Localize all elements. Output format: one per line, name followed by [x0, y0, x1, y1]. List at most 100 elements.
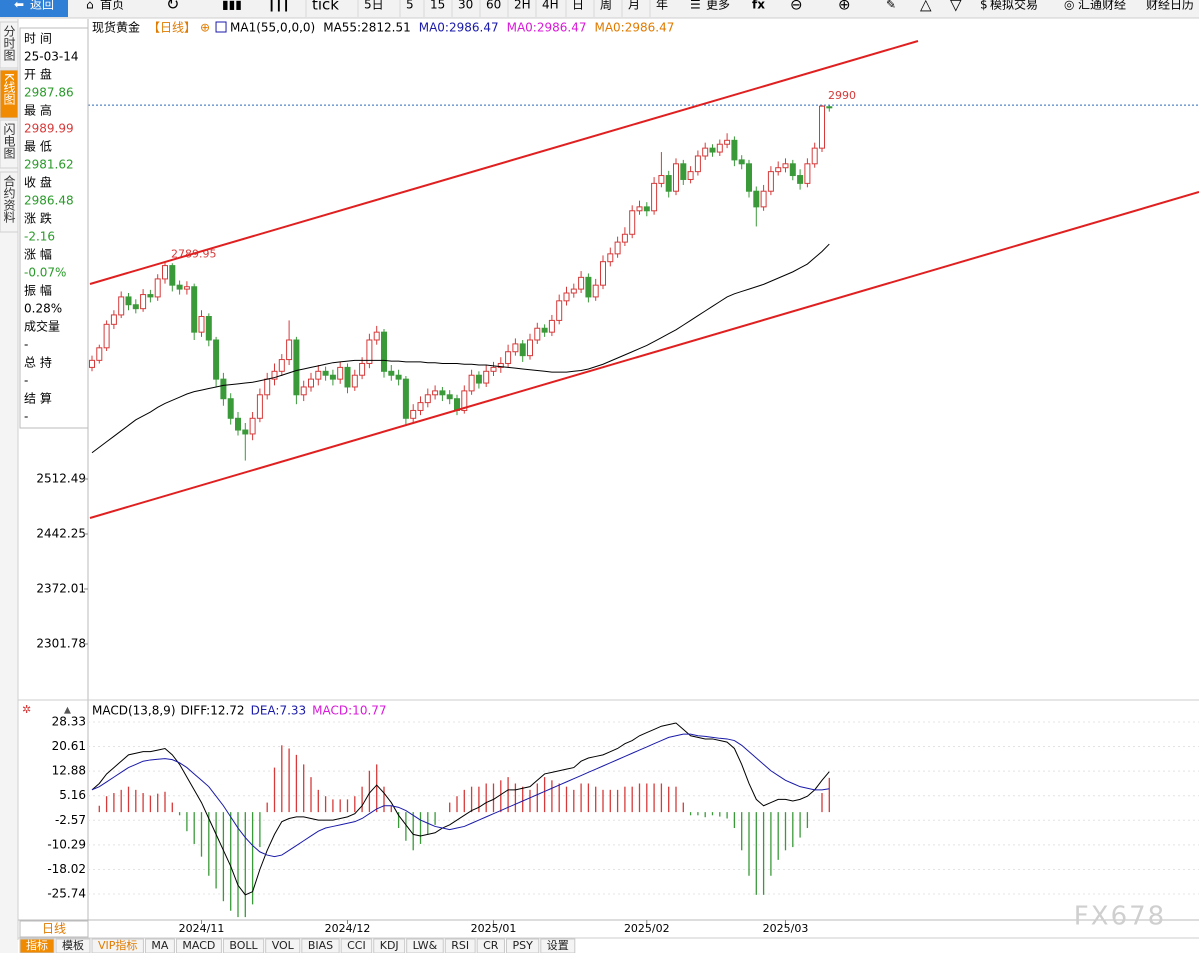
candle-body — [607, 253, 614, 263]
period-tab[interactable]: tick — [312, 0, 339, 14]
indicator-tab-label[interactable]: RSI — [451, 939, 469, 952]
indicator-tab[interactable] — [444, 938, 476, 953]
candle-body — [293, 339, 300, 396]
trade-label[interactable]: 模拟交易 — [990, 0, 1038, 12]
collapse-icon[interactable]: ▲ — [64, 706, 71, 716]
zoom-out[interactable]: ⊖ — [790, 0, 803, 14]
info-value: 25-03-14 — [24, 50, 78, 64]
indicator-tab[interactable] — [19, 938, 55, 953]
zoom-in[interactable]: ⊕ — [838, 0, 851, 14]
indicator-tab-label[interactable]: BIAS — [308, 939, 333, 952]
indicator-tab-label[interactable]: MA — [151, 939, 168, 952]
indicator-tab[interactable] — [175, 938, 222, 953]
indicator-tab[interactable] — [406, 938, 444, 953]
indicator-tab[interactable] — [505, 938, 540, 953]
y-tick-label: 2512.49 — [36, 471, 86, 485]
period-tab[interactable]: 5 — [406, 0, 414, 12]
side-tab[interactable] — [0, 119, 19, 169]
settings-icon[interactable]: ⊕ — [200, 21, 210, 35]
home-label[interactable]: 首页 — [100, 0, 124, 12]
indicator-tab-label[interactable]: CCI — [347, 939, 366, 952]
period-tab[interactable]: 2H — [514, 0, 531, 12]
indicator-tab[interactable] — [301, 938, 340, 953]
period-tab[interactable]: 30 — [458, 0, 473, 12]
down-icon[interactable]: ▽ — [950, 0, 962, 14]
indicator-tab-label[interactable]: VOL — [272, 939, 295, 952]
candle-body — [636, 206, 643, 212]
indicator-tab[interactable] — [340, 938, 373, 953]
candle-body — [183, 286, 190, 290]
candle-body — [497, 362, 504, 368]
side-tab-label[interactable]: 分时图 — [2, 25, 16, 61]
indicator-tab-label[interactable]: VIP指标 — [98, 938, 137, 952]
period-tab[interactable]: 周 — [600, 0, 612, 12]
candle-body — [563, 292, 570, 302]
trend-line — [89, 191, 1199, 519]
indicator-tab[interactable] — [265, 938, 301, 953]
info-value: - — [24, 338, 28, 352]
side-tab-label[interactable]: K线图 — [2, 73, 16, 105]
info-value: 0.28% — [24, 302, 62, 316]
side-tab[interactable] — [0, 69, 19, 119]
candle-body — [337, 366, 344, 380]
bars-icon[interactable]: ▮▮▮ — [222, 0, 242, 12]
indicator-tab[interactable] — [55, 938, 91, 953]
y-tick-label: -25.74 — [47, 887, 86, 901]
indicator-tab-label[interactable]: LW& — [413, 939, 438, 952]
candle-body — [351, 374, 358, 388]
indicator-tab-label[interactable]: MACD — [182, 939, 215, 952]
period-tab[interactable]: 月 — [628, 0, 640, 12]
refresh-icon[interactable]: ↻ — [166, 0, 179, 14]
y-tick-label: -18.02 — [47, 862, 86, 876]
indicator-tab[interactable] — [144, 938, 175, 953]
indicator-title: MACD(13,8,9) — [92, 704, 176, 718]
candle-body — [643, 206, 650, 212]
period-tab[interactable]: 15 — [430, 0, 445, 12]
indicator-tab-label[interactable]: 指标 — [26, 938, 48, 952]
calendar-label[interactable]: 财经日历 — [1146, 0, 1194, 12]
indicator-tab-label[interactable]: 模板 — [62, 938, 84, 952]
period-button[interactable] — [19, 920, 89, 938]
candle-body — [658, 175, 665, 184]
indicator-tab[interactable] — [373, 938, 406, 953]
back-button[interactable] — [0, 0, 68, 17]
indicator-tab[interactable] — [222, 938, 265, 953]
side-tab[interactable] — [0, 21, 19, 69]
candle-body — [162, 265, 168, 280]
side-tab[interactable] — [0, 171, 19, 233]
candle-body — [147, 294, 154, 298]
indicator-tab-label[interactable]: BOLL — [229, 939, 258, 952]
more-label[interactable]: 更多 — [706, 0, 730, 12]
indicator-tab-label[interactable]: CR — [483, 939, 499, 952]
up-icon[interactable]: △ — [920, 0, 932, 14]
macd-line — [91, 722, 830, 896]
ma-icon[interactable] — [215, 21, 227, 33]
indicator-tab[interactable] — [540, 938, 576, 953]
x-tick-label: 2025/01 — [471, 922, 517, 935]
period-tab[interactable]: 60 — [486, 0, 501, 12]
candle-body — [344, 366, 351, 388]
candle-body — [286, 339, 293, 361]
fx-icon[interactable]: fx — [752, 0, 765, 12]
candle-body — [322, 370, 329, 376]
back-label[interactable]: 返回 — [30, 0, 54, 12]
indicator-icon[interactable]: ✲ — [22, 703, 31, 716]
legend-item: MA1(55,0,0,0) — [230, 21, 315, 35]
period-tab[interactable]: 4H — [542, 0, 559, 12]
period-tab[interactable]: 日 — [572, 0, 584, 12]
side-tab-label[interactable]: 闪电图 — [2, 123, 16, 159]
period-label[interactable]: 日线 — [42, 922, 66, 936]
period-tab[interactable]: 5日 — [364, 0, 384, 12]
candle-icon[interactable]: ┃┃┃ — [268, 0, 290, 12]
indicator-tab[interactable] — [476, 938, 505, 953]
indicator-tab-label[interactable]: KDJ — [380, 939, 399, 952]
side-tab-label[interactable]: 合约资料 — [2, 174, 16, 223]
indicator-tab-label[interactable]: PSY — [512, 939, 533, 952]
period-tab[interactable]: 年 — [656, 0, 668, 12]
indicator-tab[interactable] — [91, 938, 144, 953]
y-tick-label: 5.16 — [59, 788, 86, 802]
indicator-tab-label[interactable]: 设置 — [547, 939, 569, 952]
pen-icon[interactable]: ✎ — [886, 0, 896, 12]
news-label[interactable]: 汇通财经 — [1078, 0, 1126, 12]
chart-title: 现货黄金 — [92, 20, 140, 35]
